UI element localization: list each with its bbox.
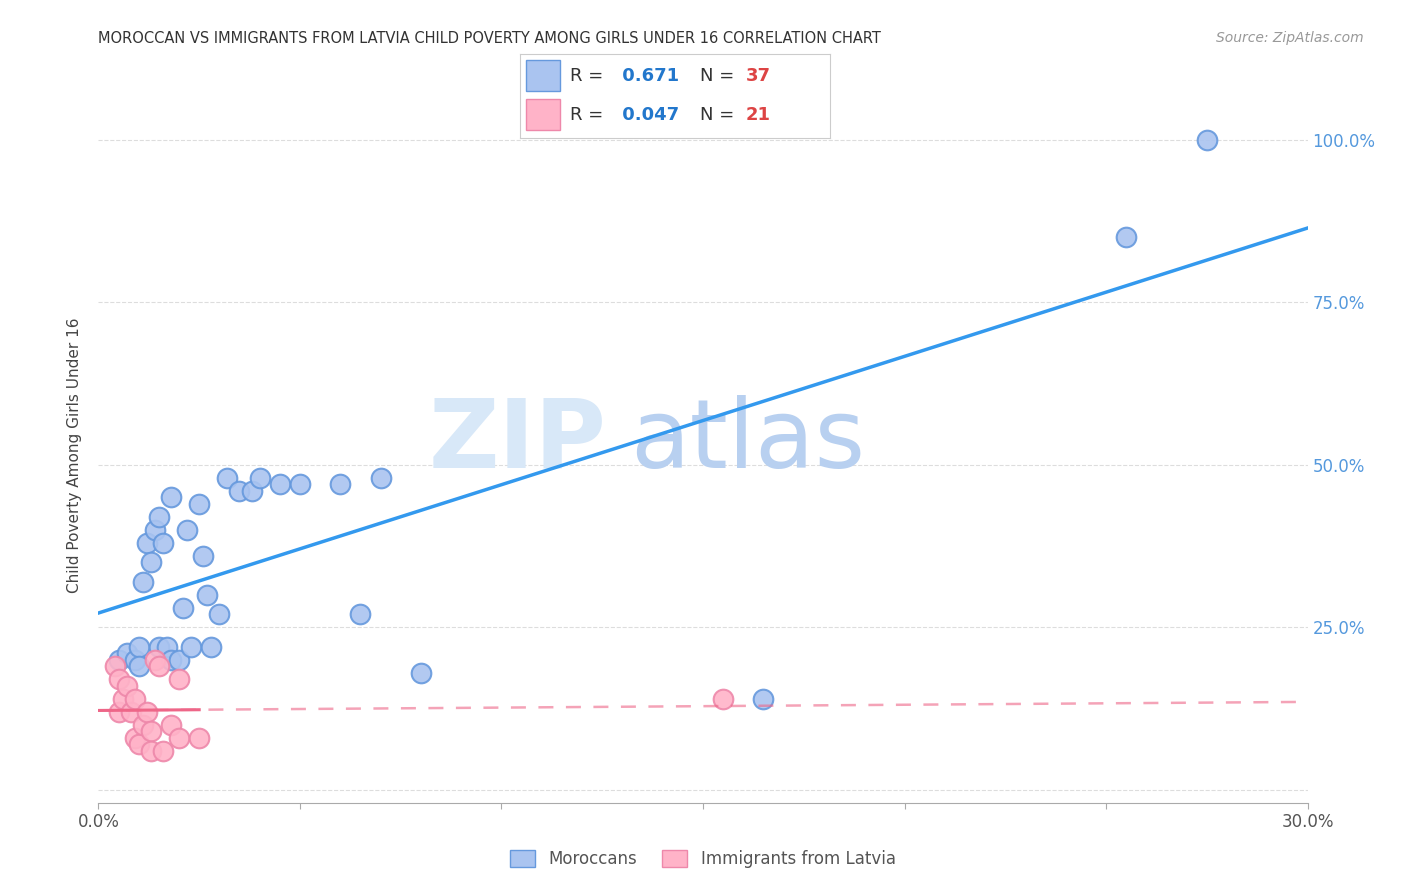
Text: 21: 21 (747, 105, 770, 123)
Point (349, 607, 371, 622)
Point (103, 659, 125, 673)
Point (135, 535, 157, 549)
Point (124, 731, 146, 745)
FancyBboxPatch shape (526, 99, 561, 130)
Point (160, 490, 183, 504)
Y-axis label: Child Poverty Among Girls Under 16: Child Poverty Among Girls Under 16 (67, 318, 83, 592)
Point (128, 659, 150, 673)
Point (128, 640, 150, 654)
Point (288, 477, 311, 491)
Point (107, 653, 129, 667)
Point (329, 477, 352, 491)
Point (370, 471, 392, 485)
Point (107, 705, 129, 719)
Text: 0.047: 0.047 (616, 105, 679, 123)
Point (132, 574, 155, 589)
Point (188, 497, 211, 511)
Point (180, 640, 202, 654)
Point (132, 718, 155, 732)
Text: atlas: atlas (630, 394, 866, 488)
Text: Source: ZipAtlas.com: Source: ZipAtlas.com (1216, 31, 1364, 45)
Point (188, 731, 211, 745)
Legend: Moroccans, Immigrants from Latvia: Moroccans, Immigrants from Latvia (503, 843, 903, 874)
Text: MOROCCAN VS IMMIGRANTS FROM LATVIA CHILD POVERTY AMONG GIRLS UNDER 16 CORRELATIO: MOROCCAN VS IMMIGRANTS FROM LATVIA CHILD… (98, 31, 882, 46)
Point (160, 653, 183, 667)
Point (135, 705, 157, 719)
Point (193, 549, 215, 563)
Point (148, 659, 170, 673)
Point (152, 535, 174, 549)
Text: 0.671: 0.671 (616, 67, 679, 85)
Point (172, 600, 194, 615)
Point (143, 653, 166, 667)
Text: 37: 37 (747, 67, 770, 85)
Point (208, 607, 231, 622)
Point (143, 523, 166, 537)
Text: ZIP: ZIP (429, 394, 606, 488)
Point (139, 724, 162, 739)
Point (111, 691, 134, 706)
Point (160, 718, 183, 732)
Point (124, 691, 146, 706)
Point (148, 640, 170, 654)
Point (1195, 132, 1218, 146)
Point (139, 744, 162, 758)
Point (249, 471, 271, 485)
Point (409, 665, 432, 680)
Point (228, 483, 250, 498)
Point (711, 691, 734, 706)
Point (120, 705, 142, 719)
Point (107, 672, 129, 686)
Point (115, 646, 138, 660)
Text: N =: N = (700, 67, 740, 85)
Point (269, 477, 291, 491)
Point (752, 691, 775, 706)
Text: R =: R = (569, 105, 609, 123)
Point (195, 588, 218, 602)
Text: N =: N = (700, 105, 740, 123)
Point (1115, 230, 1137, 244)
Point (200, 640, 222, 654)
Point (148, 509, 170, 524)
Point (156, 640, 179, 654)
Point (167, 672, 190, 686)
Point (128, 737, 150, 751)
Point (167, 731, 190, 745)
Point (115, 679, 138, 693)
Point (240, 483, 263, 498)
Text: R =: R = (569, 67, 609, 85)
Point (139, 555, 162, 569)
Point (124, 653, 146, 667)
Point (152, 744, 174, 758)
Point (176, 523, 198, 537)
FancyBboxPatch shape (526, 61, 561, 91)
Point (167, 653, 190, 667)
Point (217, 471, 239, 485)
